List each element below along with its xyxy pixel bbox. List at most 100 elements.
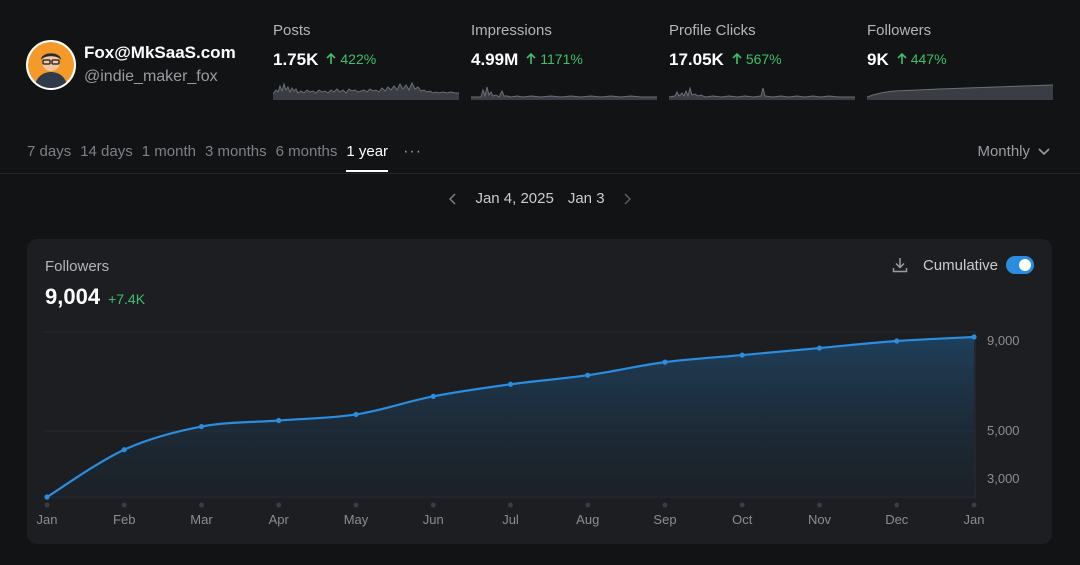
data-point	[507, 381, 514, 387]
stat-change: 567%	[732, 51, 782, 67]
stat-followers[interactable]: Followers 9K 447%	[867, 22, 1053, 100]
data-point	[816, 345, 823, 351]
arrow-up-icon	[326, 53, 336, 64]
data-point	[353, 411, 359, 418]
data-point	[198, 423, 205, 430]
profile-handle: @indie_maker_fox	[84, 68, 218, 85]
area-fill	[47, 336, 974, 499]
x-tick-dot	[662, 502, 668, 508]
range-tab[interactable]: 1 year	[346, 142, 389, 172]
stat-impressions[interactable]: Impressions 4.99M 1171%	[471, 22, 657, 100]
range-tabs: 7 days 14 days 1 month 3 months 6 months 1 ye…	[27, 142, 422, 172]
date-start: Jan 4, 2025	[475, 190, 554, 207]
profile-name: Fox@MkSaaS.com	[84, 43, 236, 62]
stat-change: 1171%	[526, 51, 583, 67]
header: Fox@MkSaaS.com @indie_maker_fox Posts 1.…	[0, 0, 1080, 130]
next-period-button[interactable]	[623, 192, 631, 205]
x-tick-dot	[44, 502, 50, 508]
sparkline	[471, 86, 657, 100]
stat-label: Followers	[867, 22, 932, 39]
stat-value: 9K	[867, 50, 889, 69]
avatar	[26, 40, 76, 90]
x-tick-dot	[739, 502, 745, 508]
range-tab[interactable]: 6 months	[275, 143, 338, 160]
more-ranges-button[interactable]: ···	[403, 143, 423, 160]
data-point	[44, 494, 50, 500]
stat-label: Posts	[273, 22, 311, 39]
data-point	[430, 393, 436, 399]
x-tick-label: Jun	[423, 512, 444, 527]
chevron-left-icon	[449, 192, 456, 205]
chevron-down-icon	[1038, 148, 1050, 156]
range-tab[interactable]: 7 days	[27, 143, 72, 160]
x-tick-dot	[894, 502, 900, 508]
range-tab[interactable]: 14 days	[80, 143, 133, 160]
profile[interactable]: Fox@MkSaaS.com @indie_maker_fox	[26, 40, 236, 90]
x-tick-dot	[508, 502, 513, 508]
stat-change: 422%	[326, 51, 376, 67]
range-tab[interactable]: 3 months	[204, 143, 267, 160]
arrow-up-icon	[732, 53, 742, 64]
stat-label: Profile Clicks	[669, 22, 756, 39]
data-point	[971, 334, 977, 340]
x-tick-dot	[430, 502, 436, 508]
stat-value: 4.99M	[471, 50, 519, 69]
x-tick-label: May	[344, 512, 369, 527]
interval-select[interactable]: Monthly	[977, 142, 1050, 162]
x-tick-label: Mar	[190, 512, 213, 527]
stat-value: 1.75K	[273, 50, 319, 69]
x-tick-dot	[121, 502, 127, 508]
x-tick-dot	[971, 502, 977, 508]
data-point	[739, 352, 745, 358]
stat-change-value: 422%	[340, 51, 377, 67]
chevron-right-icon	[624, 192, 631, 205]
range-bar: 7 days 14 days 1 month 3 months 6 months 1 ye…	[0, 132, 1080, 174]
toggle-knob	[1019, 259, 1031, 271]
download-icon	[892, 258, 908, 273]
card-title: Followers	[45, 258, 110, 275]
x-tick-dot	[353, 502, 359, 508]
y-tick-label: 5,000	[987, 423, 1020, 438]
cumulative-toggle[interactable]	[1006, 256, 1034, 274]
y-tick-label: 3,000	[987, 471, 1020, 486]
card-value: 9,004	[45, 284, 101, 309]
x-tick-label: Nov	[808, 512, 832, 527]
data-point	[894, 338, 900, 344]
stat-profile-clicks[interactable]: Profile Clicks 17.05K 567%	[669, 22, 855, 100]
y-tick-label: 9,000	[987, 333, 1020, 348]
sparkline	[669, 86, 855, 100]
x-tick-label: Sep	[653, 512, 676, 527]
x-tick-dot	[276, 502, 282, 508]
arrow-up-icon	[526, 53, 536, 64]
stat-value: 17.05K	[669, 50, 724, 69]
card-delta: +7.4K	[108, 291, 146, 307]
stat-change: 447%	[897, 51, 947, 67]
sparkline	[867, 84, 1053, 100]
x-tick-dot	[585, 502, 591, 508]
download-button[interactable]	[891, 256, 909, 274]
stat-posts[interactable]: Posts 1.75K 422%	[273, 22, 459, 100]
cumulative-label: Cumulative	[922, 256, 998, 274]
followers-chart: 3,000 5,000 9,000 Jan Feb Mar Apr May Jun Jul Aug S…	[37, 331, 1020, 527]
data-point	[585, 372, 591, 378]
x-tick-label: Jan	[37, 512, 58, 527]
date-end: Jan 3	[567, 190, 605, 207]
x-tick-dot	[817, 502, 822, 508]
arrow-up-icon	[897, 53, 907, 64]
x-tick-label: Jul	[502, 512, 519, 527]
x-tick-label: Dec	[885, 512, 909, 527]
x-tick-label: Apr	[269, 512, 290, 527]
followers-chart-card: Followers 9,004 +7.4K Cumulative 3,000 5,…	[27, 239, 1052, 544]
x-tick-label: Jan	[964, 512, 985, 527]
x-tick-label: Aug	[576, 512, 599, 527]
data-point	[276, 417, 282, 424]
stat-change-value: 1171%	[540, 51, 583, 67]
data-point	[662, 359, 668, 365]
stat-change-value: 447%	[910, 51, 947, 67]
stat-change-value: 567%	[745, 51, 782, 67]
previous-period-button[interactable]	[449, 192, 457, 205]
sparkline	[273, 81, 459, 100]
data-point	[121, 447, 127, 453]
x-tick-label: Feb	[113, 512, 135, 527]
range-tab[interactable]: 1 month	[141, 143, 196, 160]
